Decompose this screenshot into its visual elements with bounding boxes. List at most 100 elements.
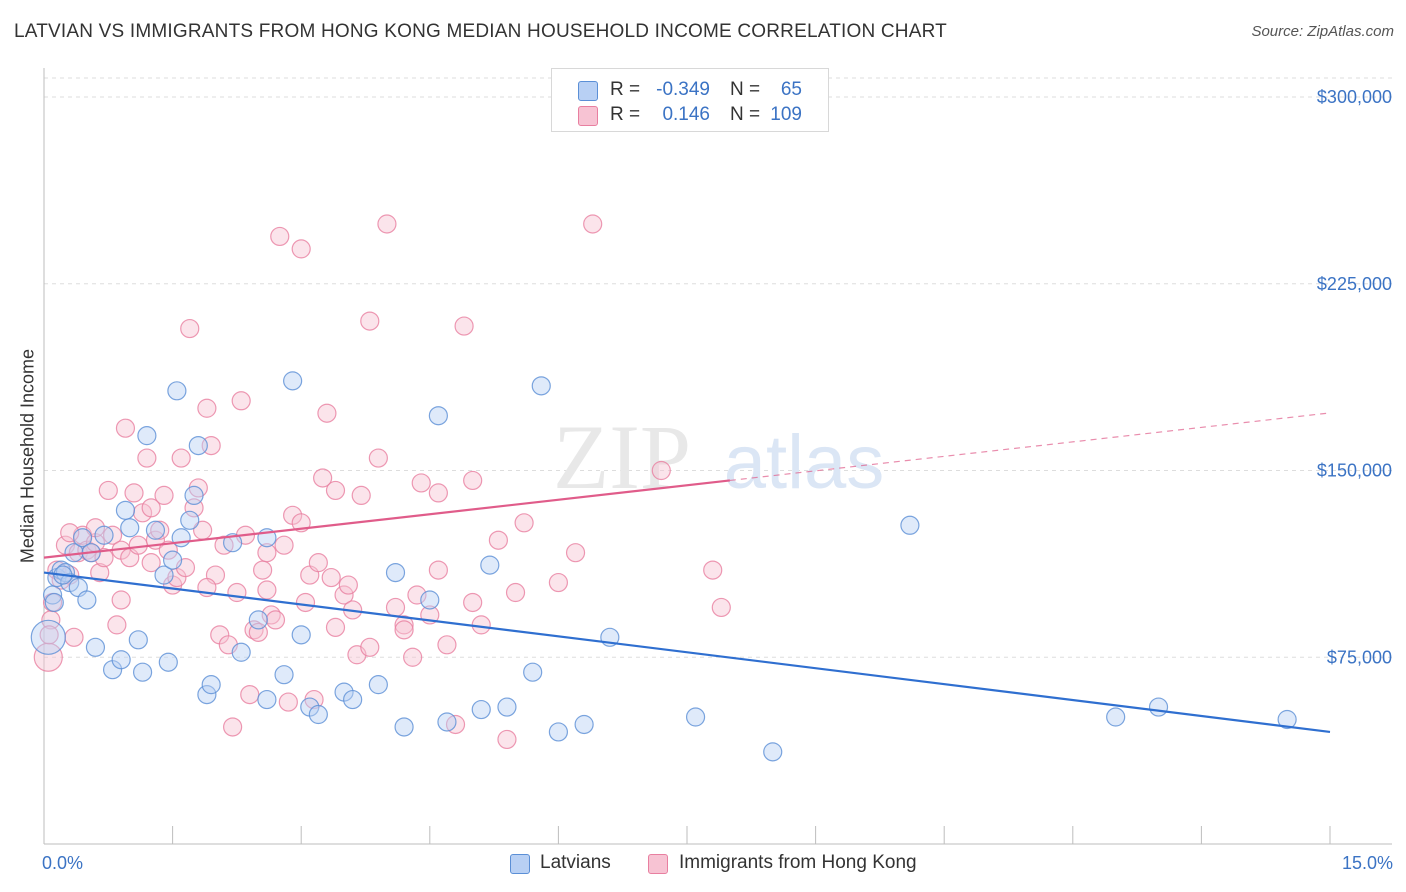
latvians-point [137,426,157,446]
latvians-point [171,528,191,548]
hong-kong-point [377,214,397,234]
latvians-point [685,707,706,727]
latvians-point [394,717,414,737]
hong-kong-point [158,540,178,560]
latvians-point [197,684,217,705]
x-tick-labels: 0.0% 15.0% [42,853,1393,873]
hong-kong-point [171,448,191,468]
hong-kong-point [351,485,371,505]
latvians-point [763,742,783,762]
hong-kong-point [403,647,423,667]
hong-kong-point [197,398,217,418]
latvians-point [163,550,183,570]
hong-kong-point [368,448,388,468]
hong-kong-point [463,592,483,613]
hong-kong-point [270,226,290,247]
y-tick-label: $150,000 [1317,461,1392,481]
hong-kong-point [334,585,354,605]
latvians-point [167,381,187,401]
hong-kong-point [295,592,316,613]
hong-kong-point [565,543,586,563]
latvians-point [154,565,174,585]
latvians-point [188,436,208,456]
hong-kong-point [471,615,491,635]
latvians-point [30,619,66,655]
x-tick-label-max: 15.0% [1342,853,1393,873]
legend-n-label: N = [730,79,761,100]
hong-kong-point [64,627,84,647]
hong-kong-point [394,615,414,635]
latvians-point [497,697,517,717]
hong-kong-point [317,403,337,423]
hong-kong-point [253,560,273,580]
hong-kong-point [488,530,508,550]
hong-kong-point [257,543,277,563]
chart-title: LATVIAN VS IMMIGRANTS FROM HONG KONG MED… [14,21,947,42]
hong-kong-point [394,620,414,640]
hong-kong-point [703,560,723,580]
hong-kong-point [115,418,136,438]
hong-kong-point [150,520,170,540]
hong-kong-trend-extension [729,412,1331,482]
series-legend-swatch-hong-kong [648,854,668,874]
legend-swatch-hong-kong [578,106,598,126]
hong-kong-point [141,498,161,518]
hong-kong-point [240,684,260,705]
series-legend-swatch-latvians [510,854,530,874]
hong-kong-point [338,575,358,595]
correlation-legend: R = -0.349 N = 65 R = 0.146 N = 109 [551,68,829,132]
hong-kong-point [128,535,148,555]
latvians-point [1148,697,1169,717]
latvians-point [85,637,106,657]
latvians-point [291,625,311,645]
hong-kong-point [360,311,380,331]
hong-kong-point [325,617,346,637]
latvians-point [343,689,363,710]
hong-kong-point [407,585,427,605]
hong-kong-point [107,615,127,635]
legend-row-latvians: R = -0.349 N = 65 [552,77,828,103]
latvians-point [94,525,114,545]
chart-source: Source: ZipAtlas.com [1251,23,1394,40]
latvians-point [428,406,448,426]
latvians-point [72,528,93,548]
latvians-point [132,662,153,682]
latvians-point [385,562,406,583]
hong-kong-point [90,562,110,583]
hong-kong-point [385,597,406,618]
latvians-point [231,642,251,662]
latvians-point [480,555,500,575]
legend-r-value: 0.146 [662,104,710,125]
y-tick-labels: $75,000 $150,000 $225,000 $300,000 [1317,87,1392,667]
axes [43,68,1392,845]
hong-kong-point [98,480,118,501]
hong-kong-point [505,582,526,603]
hong-kong-point [180,318,200,339]
hong-kong-point [60,523,80,543]
hong-kong-point [137,448,157,468]
latvians-point [1106,707,1126,727]
latvians-point [158,652,178,672]
hong-kong-trend-line [43,479,730,559]
latvians-point [128,630,148,650]
hong-kong-point [154,485,174,505]
hong-kong-point [94,548,114,568]
series-immigrants-hong-kong [33,214,731,750]
latvians-point [248,610,268,630]
latvians-point [420,590,440,610]
legend-r-value: -0.349 [656,79,710,100]
trend-lines [43,412,1331,734]
legend-row-hong-kong: R = 0.146 N = 109 [552,102,828,128]
latvians-point [368,675,388,695]
hong-kong-point [428,560,448,580]
latvians-point [548,722,569,742]
hong-kong-point [583,214,603,234]
latvians-point [574,714,594,735]
latvians-point [437,712,457,732]
hong-kong-point [291,239,311,259]
hong-kong-point [278,692,298,712]
hong-kong-point [265,610,286,630]
latvians-point [184,485,204,505]
hong-kong-point [497,729,517,750]
